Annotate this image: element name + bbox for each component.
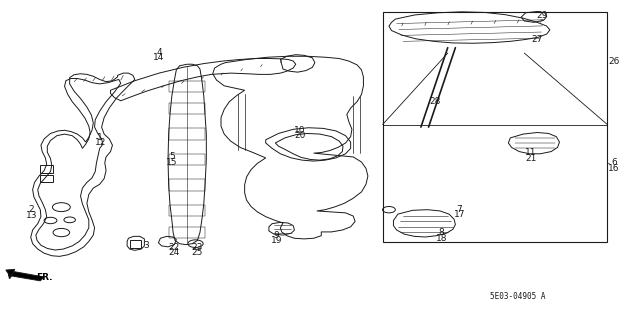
Text: 2: 2 [29,205,34,214]
Text: 6: 6 [611,158,616,167]
Polygon shape [6,269,15,277]
Text: 7: 7 [456,204,462,213]
Text: 28: 28 [429,97,440,106]
Text: 14: 14 [154,53,164,62]
Text: 13: 13 [26,211,37,220]
Text: 1: 1 [97,133,103,142]
Polygon shape [8,271,44,281]
Text: 15: 15 [166,158,177,167]
Text: 12: 12 [95,138,106,147]
Text: 22: 22 [169,243,180,252]
Text: 24: 24 [169,249,180,257]
Text: 4: 4 [156,48,162,57]
Polygon shape [8,271,12,278]
Text: 20: 20 [294,131,305,140]
Text: 19: 19 [271,236,282,245]
Text: 23: 23 [192,243,203,252]
Text: 18: 18 [436,234,447,243]
Text: 16: 16 [608,164,620,173]
Text: 9: 9 [274,231,280,240]
Text: 25: 25 [192,249,203,257]
Text: 8: 8 [438,228,444,237]
Text: 5E03-04905 A: 5E03-04905 A [490,292,546,300]
Text: 11: 11 [525,148,536,157]
Text: 29: 29 [536,11,548,20]
Text: 21: 21 [525,154,536,163]
Text: 17: 17 [454,210,465,219]
Text: 27: 27 [531,35,543,44]
Text: 26: 26 [608,56,620,65]
Text: 3: 3 [143,241,149,250]
Text: 5: 5 [169,152,175,161]
Text: FR.: FR. [36,272,52,281]
Text: 10: 10 [294,126,305,135]
